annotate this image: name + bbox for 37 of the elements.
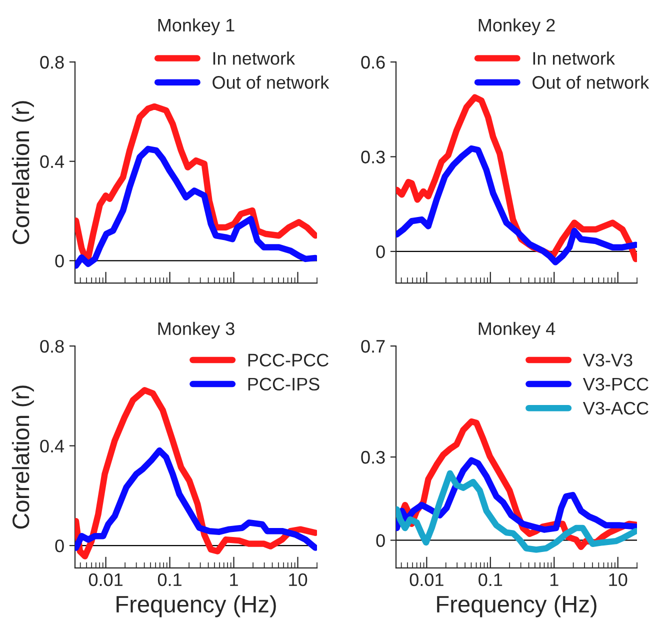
y-tick-label: 0 <box>55 539 64 552</box>
y-tick-label: 0 <box>376 534 385 547</box>
chart-title: Monkey 3 <box>158 322 234 339</box>
x-tick-label: 0.1 <box>158 573 182 586</box>
legend-label: V3-ACC <box>582 402 648 415</box>
y-tick-label: 0.3 <box>361 150 385 164</box>
legend-label: V3-V3 <box>582 354 632 366</box>
y-tick-label: 0.4 <box>40 440 64 452</box>
legend-label: PCC-IPS <box>248 378 320 391</box>
chart-title: Monkey 1 <box>158 18 234 36</box>
y-tick-label: 0 <box>55 254 64 268</box>
x-tick-label: 10 <box>609 573 628 586</box>
chart-title: Monkey 4 <box>478 322 556 339</box>
legend-label: PCC-PCC <box>248 354 328 366</box>
x-tick-label: 0.1 <box>478 573 502 586</box>
y-axis-title: Correlation (r) <box>12 101 34 244</box>
legend-label: Out of network <box>212 76 330 89</box>
y-tick-label: 0.3 <box>361 450 385 464</box>
y-tick-label: 0.8 <box>40 56 64 69</box>
legend-label: V3-PCC <box>582 378 648 391</box>
legend-label: In network <box>533 52 616 65</box>
x-tick-label: 0.01 <box>88 573 122 586</box>
x-tick-label: 1 <box>550 574 558 586</box>
legend-label: Out of network <box>532 76 650 89</box>
legend-label: In network <box>213 52 296 65</box>
x-axis-title: Frequency (Hz) <box>116 595 276 618</box>
x-tick-label: 0.01 <box>410 573 444 586</box>
y-tick-label: 0 <box>376 245 385 258</box>
y-tick-label: 0.6 <box>361 56 385 69</box>
y-tick-label: 0.8 <box>40 340 64 353</box>
chart-title: Monkey 2 <box>478 18 555 36</box>
x-tick-label: 1 <box>230 574 238 586</box>
x-tick-label: 10 <box>289 573 308 586</box>
y-tick-label: 0.7 <box>361 340 385 353</box>
y-axis-title: Correlation (r) <box>12 386 34 529</box>
y-tick-label: 0.4 <box>40 155 64 168</box>
x-axis-title: Frequency (Hz) <box>437 595 596 618</box>
